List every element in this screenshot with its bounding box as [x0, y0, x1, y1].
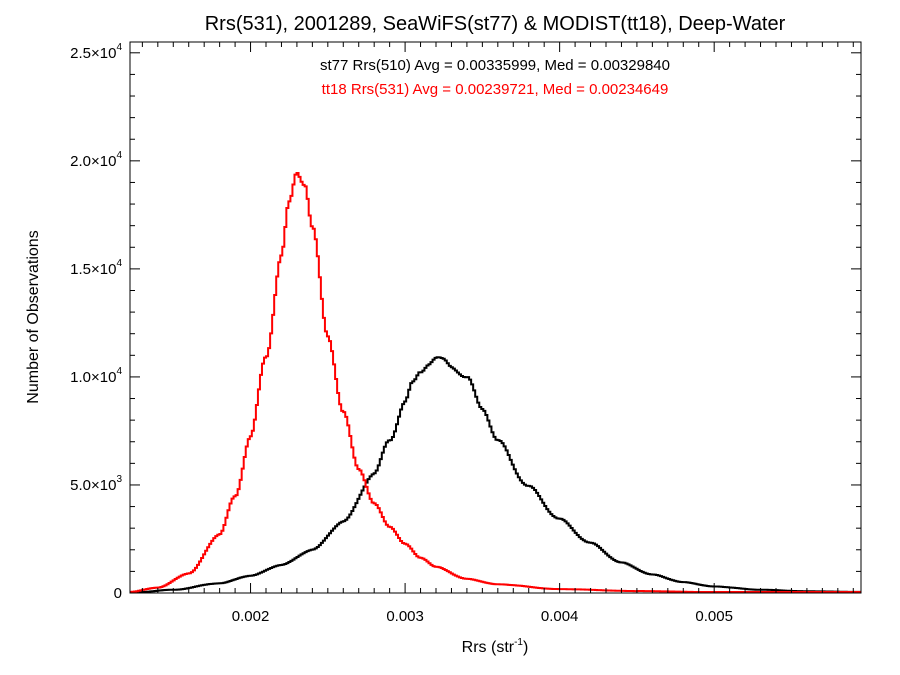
- y-tick-label: 0: [114, 585, 122, 602]
- y-tick-mantissa: 5.0×10: [70, 477, 116, 494]
- y-tick-label: 1.0×104: [70, 366, 122, 386]
- y-axis-title: Number of Observations: [25, 230, 42, 403]
- y-tick-mantissa: 0: [114, 585, 122, 602]
- y-tick-exponent: 3: [116, 474, 122, 485]
- plot-frame: [129, 41, 862, 594]
- series-1-line: [130, 356, 861, 593]
- annotations: st77 Rrs(510) Avg = 0.00335999, Med = 0.…: [320, 57, 670, 98]
- chart-title: Rrs(531), 2001289, SeaWiFS(st77) & MODIS…: [205, 13, 786, 35]
- y-tick-exponent: 4: [116, 42, 122, 53]
- y-tick-exponent: 4: [116, 150, 122, 161]
- x-axis-title-base: Rrs (str: [462, 639, 515, 656]
- y-tick-label: 1.5×104: [70, 258, 122, 278]
- x-tick-label: 0.004: [541, 608, 579, 625]
- x-tick-label: 0.002: [232, 608, 270, 625]
- y-tick-label: 2.5×104: [70, 42, 122, 62]
- annotation-1: st77 Rrs(510) Avg = 0.00335999, Med = 0.…: [320, 57, 670, 74]
- x-axis-title-tail: ): [523, 639, 528, 656]
- x-axis-title-sup: -1: [514, 637, 523, 648]
- y-tick-mantissa: 1.0×10: [70, 369, 116, 386]
- y-tick-label: 5.0×103: [70, 474, 122, 494]
- series-layer: [130, 171, 861, 593]
- x-tick-label: 0.005: [695, 608, 733, 625]
- x-tick-label: 0.003: [386, 608, 424, 625]
- x-axis: 0.002 0.003 0.004 0.005: [141, 42, 854, 625]
- annotation-2: tt18 Rrs(531) Avg = 0.00239721, Med = 0.…: [322, 81, 669, 98]
- y-tick-mantissa: 2.5×10: [70, 45, 116, 62]
- y-tick-mantissa: 2.0×10: [70, 153, 116, 170]
- y-tick-exponent: 4: [116, 366, 122, 377]
- y-tick-exponent: 4: [116, 258, 122, 269]
- y-tick-mantissa: 1.5×10: [70, 261, 116, 278]
- x-axis-title: Rrs (str-1): [462, 637, 529, 656]
- series-2-line: [130, 171, 861, 593]
- y-tick-label: 2.0×104: [70, 150, 122, 170]
